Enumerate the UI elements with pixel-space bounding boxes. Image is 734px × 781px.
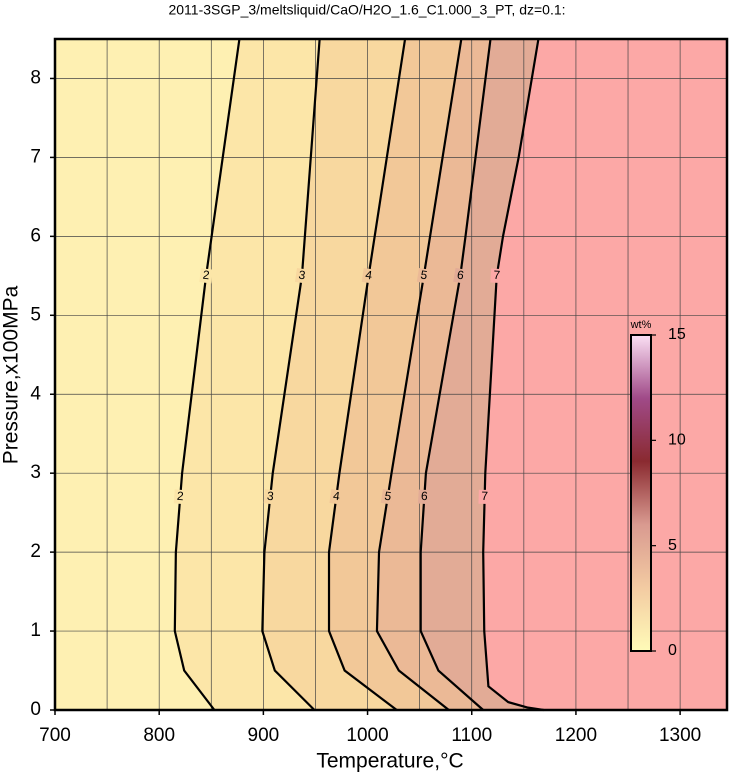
- contour-label: 6: [421, 489, 429, 503]
- colorbar: [630, 334, 652, 652]
- y-tick-label: 5: [30, 304, 41, 325]
- x-tick-label: 1100: [451, 725, 492, 746]
- y-tick-label: 7: [30, 146, 41, 167]
- contour-band: [483, 39, 727, 710]
- contour-label: 7: [493, 268, 501, 282]
- colorbar-tick-label: 0: [668, 642, 677, 659]
- y-tick-label: 8: [30, 67, 41, 88]
- contour-label: 5: [384, 489, 393, 504]
- contour-label: 6: [456, 268, 465, 283]
- plot-frame: [53, 37, 729, 712]
- y-tick-label: 6: [30, 225, 41, 246]
- chart-title: 2011-3SGP_3/meltsliquid/CaO/H2O_1.6_C1.0…: [168, 2, 565, 18]
- x-tick-label: 900: [248, 725, 280, 746]
- colorbar-tick-label: 10: [668, 432, 686, 449]
- contour-label: 2: [202, 268, 211, 283]
- x-tick-label: 1200: [555, 725, 597, 746]
- contour-label: 2: [176, 489, 184, 504]
- y-tick-label: 2: [30, 541, 41, 562]
- contour-line: [482, 38, 544, 712]
- x-axis-label: Temperature,°C: [316, 750, 463, 773]
- contour-label: 4: [364, 268, 373, 283]
- contour-label: 4: [332, 489, 341, 504]
- contour-label: 3: [298, 268, 307, 283]
- x-tick-label: 1300: [659, 725, 701, 746]
- y-axis-label: Pressure,x100MPa: [0, 285, 23, 464]
- x-tick-label: 800: [143, 725, 175, 746]
- colorbar-label: wt%: [630, 319, 652, 331]
- contour-label: 5: [420, 268, 429, 283]
- y-tick-label: 1: [30, 620, 41, 641]
- y-tick-label: 3: [30, 462, 41, 483]
- y-tick-label: 4: [30, 383, 41, 404]
- contour-line: [419, 38, 492, 711]
- colorbar-tick-label: 5: [668, 537, 677, 554]
- x-tick-label: 1000: [346, 725, 388, 746]
- contour-label: 3: [266, 489, 274, 504]
- y-tick-label: 0: [30, 699, 41, 720]
- colorbar-tick-label: 15: [668, 326, 686, 343]
- x-tick-label: 700: [39, 725, 71, 746]
- contour-label: 7: [481, 489, 488, 503]
